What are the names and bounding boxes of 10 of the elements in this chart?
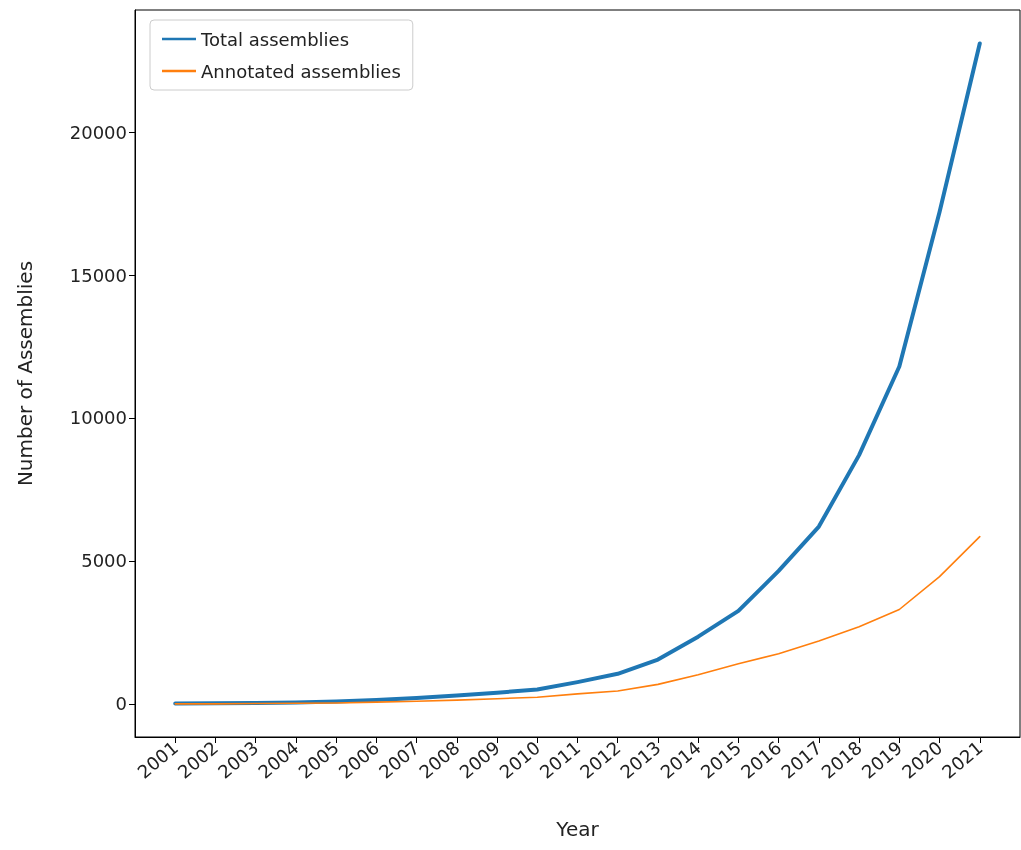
y-tick-label: 5000 xyxy=(81,550,127,572)
legend-label: Annotated assemblies xyxy=(201,60,401,82)
line-series xyxy=(174,535,981,705)
y-axis-title: Number of Assemblies xyxy=(13,260,37,487)
y-tick-label: 15000 xyxy=(69,264,127,286)
y-tick-label: 0 xyxy=(115,693,127,715)
x-axis-title: Year xyxy=(555,817,600,841)
y-tick-label: 20000 xyxy=(69,121,127,143)
y-tick-label: 10000 xyxy=(69,407,127,429)
legend-label: Total assemblies xyxy=(200,28,350,50)
